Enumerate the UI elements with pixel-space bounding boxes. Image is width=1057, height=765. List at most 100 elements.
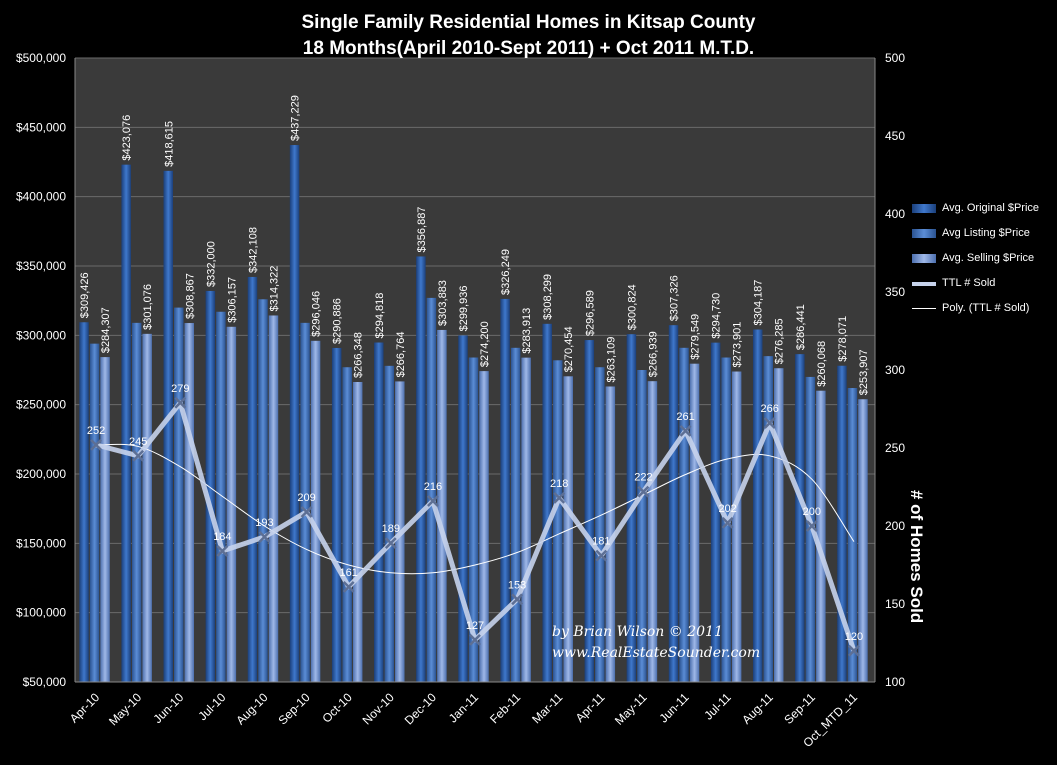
label-sold: 218	[550, 478, 568, 490]
bar-original-price	[795, 354, 805, 682]
label-original-price: $332,000	[205, 241, 217, 287]
bar-selling-price	[647, 381, 658, 682]
x-tick-label: Jul-11	[701, 690, 734, 723]
label-sold: 252	[87, 425, 105, 437]
credit-website: www.RealEstateSounder.com	[552, 645, 761, 661]
legend-swatch-sold	[912, 282, 936, 286]
sold-marker	[90, 438, 102, 451]
y-tick-left: $300,000	[16, 328, 66, 342]
bar-listing-price	[384, 365, 395, 682]
label-selling-price: $273,901	[732, 322, 744, 368]
label-sold: 127	[466, 620, 484, 632]
legend-item-selling: Avg. Selling $Price	[912, 246, 1039, 271]
trendline-poly	[96, 443, 855, 575]
bar-selling-price	[184, 323, 195, 682]
y-tick-left: $400,000	[16, 190, 66, 204]
label-original-price: $326,249	[500, 249, 512, 295]
label-original-price: $418,615	[163, 121, 175, 167]
y-tick-left: $150,000	[16, 536, 66, 550]
x-tick-label: Nov-10	[360, 690, 397, 727]
sold-marker	[342, 580, 355, 593]
bar-listing-price	[595, 367, 605, 682]
legend-item-listing: Avg Listing $Price	[912, 221, 1039, 246]
label-selling-price: $284,307	[100, 307, 112, 353]
sold-marker	[763, 417, 776, 429]
sold-marker	[132, 449, 145, 462]
x-tick-label: Feb-11	[487, 690, 523, 726]
bar-original-price	[416, 256, 426, 682]
label-sold: 279	[171, 383, 189, 395]
legend-swatch-original	[912, 204, 936, 213]
legend-swatch-listing	[912, 229, 936, 238]
bar-original-price	[374, 342, 384, 682]
bar-selling-price	[816, 390, 826, 682]
label-selling-price: $314,322	[268, 266, 280, 312]
legend-label-listing: Avg Listing $Price	[942, 227, 1030, 239]
bar-listing-price	[847, 388, 858, 682]
bar-original-price	[752, 329, 763, 682]
label-selling-price: $266,348	[353, 332, 365, 378]
label-original-price: $308,299	[542, 274, 554, 320]
label-selling-price: $276,285	[774, 318, 786, 364]
bar-listing-price	[342, 367, 352, 682]
bar-selling-price	[563, 376, 573, 682]
bar-listing-price	[426, 297, 437, 682]
bar-selling-price	[437, 329, 447, 682]
x-tick-label: Sep-11	[781, 690, 818, 727]
bar-selling-price	[226, 326, 237, 682]
bar-listing-price	[300, 322, 310, 682]
x-tick-label: Oct-10	[319, 690, 355, 726]
label-sold: 200	[803, 506, 821, 518]
label-original-price: $423,076	[121, 115, 133, 161]
y-tick-left: $100,000	[16, 606, 66, 620]
bar-original-price	[247, 276, 258, 682]
legend-label-selling: Avg. Selling $Price	[942, 252, 1035, 264]
bar-selling-price	[605, 386, 616, 682]
label-selling-price: $283,913	[521, 308, 533, 354]
y-tick-right: 100	[885, 675, 905, 689]
sold-marker	[258, 531, 271, 543]
label-selling-price: $306,157	[226, 277, 238, 323]
bar-original-price	[163, 170, 174, 682]
credit-author: by Brian Wilson © 2011	[552, 624, 723, 640]
label-original-price: $290,886	[332, 298, 344, 344]
bar-selling-price	[100, 357, 110, 682]
y-tick-left: $500,000	[16, 51, 66, 65]
bar-original-price	[79, 322, 89, 682]
x-tick-label: Jun-11	[656, 690, 691, 725]
bar-original-price	[710, 342, 721, 682]
label-selling-price: $296,046	[311, 291, 323, 337]
bar-listing-price	[552, 360, 563, 682]
bar-listing-price	[258, 299, 268, 682]
sold-marker	[427, 495, 439, 507]
chart-title: Single Family Residential Homes in Kitsa…	[301, 12, 756, 33]
label-selling-price: $274,200	[479, 321, 491, 367]
bar-original-price	[500, 298, 510, 682]
bar-listing-price	[174, 307, 184, 682]
y-tick-left: $350,000	[16, 259, 66, 273]
legend-item-sold: TTL # Sold	[912, 271, 1039, 296]
x-tick-label: Mar-11	[529, 690, 565, 726]
label-selling-price: $263,109	[605, 337, 617, 383]
bar-selling-price	[689, 363, 700, 682]
sold-marker	[848, 644, 860, 657]
label-selling-price: $266,939	[647, 331, 659, 377]
bar-listing-price	[805, 376, 816, 682]
bar-selling-price	[142, 333, 152, 682]
y-tick-right: 350	[885, 285, 905, 299]
bar-original-price	[121, 164, 131, 682]
sold-marker	[511, 593, 523, 606]
label-sold: 193	[255, 517, 273, 529]
bar-selling-price	[521, 357, 531, 682]
x-tick-label: Dec-10	[402, 690, 439, 727]
x-tick-label: May-11	[612, 690, 650, 728]
label-original-price: $437,229	[290, 95, 302, 141]
label-sold: 120	[845, 631, 863, 643]
bar-selling-price	[479, 371, 489, 682]
sold-marker	[216, 545, 229, 557]
bar-original-price	[458, 335, 468, 682]
label-original-price: $278,071	[837, 316, 849, 362]
sold-marker	[384, 537, 397, 550]
label-selling-price: $253,907	[858, 349, 870, 395]
